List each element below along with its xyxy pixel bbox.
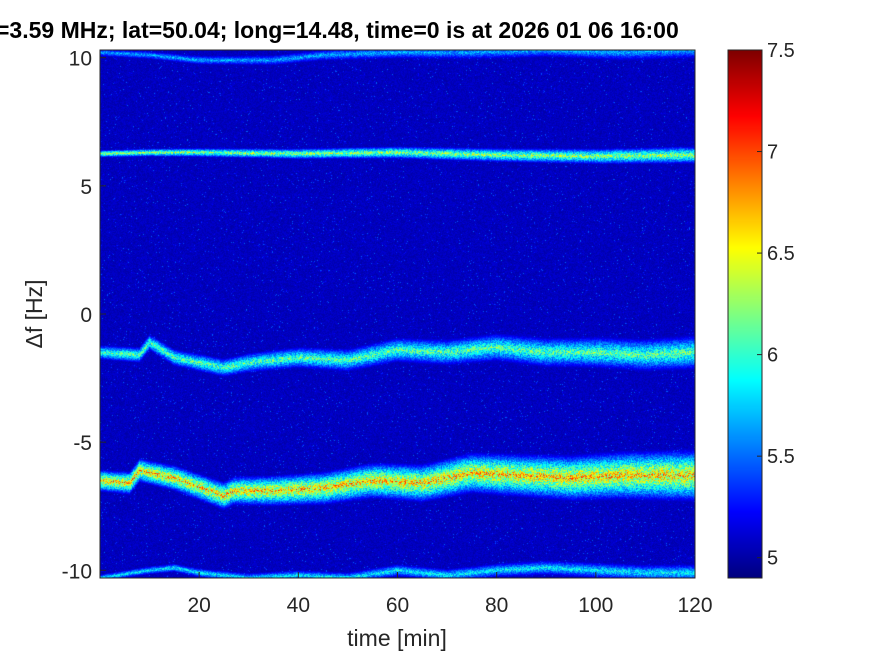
colorbar-ticks: 7.5 7 6.5 6 5.5 5: [757, 40, 795, 570]
x-axis-label: time [min]: [347, 625, 447, 651]
colorbar-tick-label: 5.5: [767, 446, 795, 468]
heatmap-plot: [99, 49, 696, 579]
x-tick-label: 100: [578, 594, 613, 617]
chart-title: =3.59 MHz; lat=50.04; long=14.48, time=0…: [0, 17, 679, 43]
colorbar-tick-label: 7: [767, 142, 778, 164]
y-tick-label: -5: [73, 432, 92, 455]
colorbar-tick-label: 6: [767, 345, 778, 367]
colorbar-frame: [727, 49, 763, 579]
y-tick-label: 5: [80, 176, 92, 199]
y-tick-label: 0: [80, 304, 92, 327]
colorbar-gradient: [728, 50, 762, 578]
x-tick-label: 80: [485, 594, 508, 617]
colorbar-tick-label: 6.5: [767, 243, 795, 265]
x-axis-ticks: 20 40 60 80 100 120: [187, 572, 713, 617]
x-tick-label: 60: [386, 594, 409, 617]
y-axis-ticks: 10 5 0 -5 -10: [62, 48, 106, 583]
colorbar-tick-label: 5: [767, 548, 778, 570]
y-tick-label: 10: [69, 48, 92, 71]
colorbar-tick-label: 7.5: [767, 40, 795, 62]
y-tick-label: -10: [62, 560, 92, 583]
x-tick-label: 40: [287, 594, 310, 617]
x-tick-label: 20: [187, 594, 210, 617]
y-axis-label: Δf [Hz]: [21, 279, 47, 348]
heatmap-image: [100, 50, 695, 578]
colorbar: 7.5 7 6.5 6 5.5 5: [727, 40, 795, 579]
x-tick-label: 120: [677, 594, 712, 617]
